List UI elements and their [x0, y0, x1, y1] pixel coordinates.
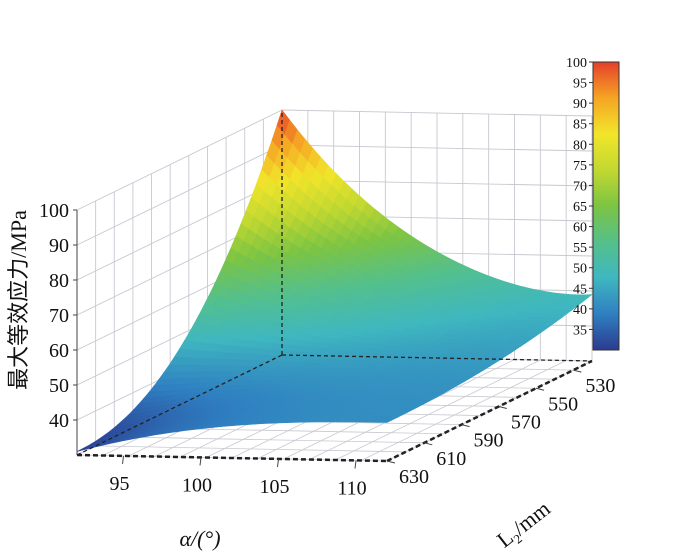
- alpha-axis-label: α/(°): [179, 526, 220, 551]
- colorbar-tick-label: 75: [573, 159, 587, 174]
- colorbar-tick-label: 70: [573, 179, 587, 194]
- z-tick-label: 80: [49, 270, 69, 292]
- colorbar-tick-label: 85: [573, 118, 587, 133]
- z-axis: 100 90 80 70 60 50 40: [39, 200, 78, 455]
- stress-surface: [76, 109, 593, 452]
- z-tick-label: 40: [49, 410, 69, 432]
- l2-tick: [424, 442, 433, 446]
- alpha-tick-label: 105: [260, 476, 290, 498]
- alpha-tick-label: 100: [182, 474, 212, 496]
- grid-line: [95, 445, 406, 453]
- alpha-tick-label: 95: [110, 473, 130, 495]
- z-tick-label: 100: [39, 200, 69, 222]
- alpha-axis: 95 100 105 110: [110, 455, 367, 499]
- grid-line: [114, 436, 425, 444]
- colorbar-tick-label: 60: [573, 221, 587, 236]
- l2-tick: [498, 405, 507, 409]
- colorbar-tick-label: 90: [573, 97, 587, 112]
- z-tick-label: 90: [49, 235, 69, 257]
- grid-line: [76, 109, 283, 211]
- l2-axis: 530 550 570 590 610 630: [386, 369, 615, 488]
- colorbar-tick-label: 95: [573, 77, 587, 92]
- z-axis-label: 最大等效应力/MPa: [6, 210, 31, 390]
- l2-tick: [461, 424, 470, 428]
- grid-line: [360, 360, 567, 461]
- l2-tick-label: 550: [548, 393, 578, 415]
- grid-line: [76, 144, 283, 246]
- dashed-line: [386, 359, 593, 463]
- z-tick-label: 60: [49, 340, 69, 362]
- alpha-tick-label: 110: [337, 477, 366, 499]
- l2-axis-label: L2/mm: [492, 496, 557, 555]
- alpha-tick: [354, 460, 357, 469]
- grid-line: [76, 179, 283, 281]
- l2-tick: [573, 369, 582, 373]
- dashed-line: [76, 354, 283, 456]
- colorbar-tick-label: 40: [573, 303, 587, 318]
- dashed-line: [281, 354, 593, 362]
- grid-line: [335, 359, 541, 461]
- colorbar: 100 95 90 85 80 75 70 65 60 55 50 45 40 35: [566, 56, 620, 351]
- surface-patch: [379, 419, 393, 423]
- l2-tick: [386, 460, 396, 464]
- colorbar-tick-label: 80: [573, 138, 587, 153]
- l2-tick-label: 610: [436, 448, 466, 470]
- z-tick-label: 50: [49, 375, 69, 397]
- l2-tick-label: 530: [585, 375, 615, 397]
- grid-line: [281, 144, 593, 152]
- colorbar-tick-label: 100: [566, 56, 587, 71]
- l2-tick-label: 590: [474, 430, 504, 452]
- colorbar-tick-label: 65: [573, 200, 587, 215]
- l2-tick-label: 630: [399, 466, 429, 488]
- alpha-tick: [199, 457, 202, 466]
- dashed-line: [76, 453, 388, 463]
- alpha-tick: [122, 455, 124, 464]
- colorbar-tick-label: 55: [573, 241, 587, 256]
- dashed-reference-lines: [76, 110, 593, 463]
- colorbar-tick-label: 35: [573, 323, 587, 338]
- l2-tick: [535, 387, 545, 391]
- z-tick-label: 70: [49, 305, 69, 327]
- grid-line: [281, 109, 593, 117]
- colorbar-tick-label: 50: [573, 262, 587, 277]
- colorbar-ramp: [592, 61, 620, 351]
- colorbar-tick-label: 45: [573, 282, 587, 297]
- alpha-tick: [277, 458, 279, 467]
- l2-tick-label: 570: [511, 411, 541, 433]
